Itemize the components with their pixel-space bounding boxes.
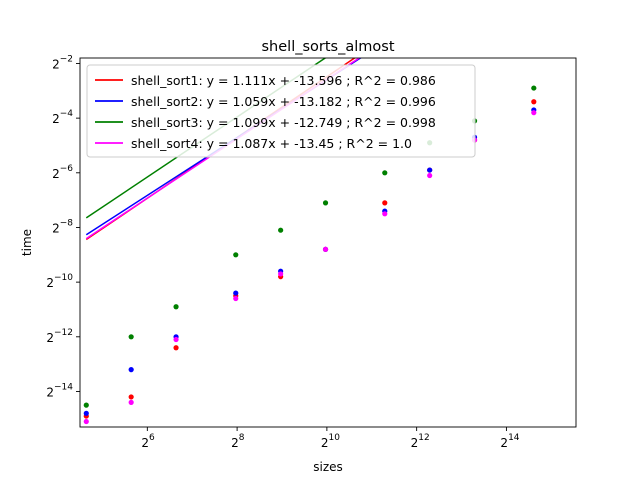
data-point-series-4 (382, 211, 388, 217)
data-point-series-2 (427, 167, 433, 173)
legend-label-series-1: shell_sort1: y = 1.111x + -13.596 ; R^2 … (131, 73, 436, 88)
plot-area (83, 58, 537, 425)
legend-label-series-4: shell_sort4: y = 1.087x + -13.45 ; R^2 =… (131, 136, 412, 151)
legend-box (86, 64, 476, 158)
axes-frame (79, 57, 577, 428)
y-tick-label: 2−2 (52, 54, 73, 71)
y-tick-label: 2−10 (46, 273, 73, 290)
data-point-series-4 (83, 418, 89, 425)
data-point-series-2 (128, 367, 134, 373)
x-axis-label: sizes (313, 460, 343, 474)
data-point-series-4 (233, 295, 239, 302)
data-point-series-3 (322, 200, 329, 206)
chart-title: shell_sorts_almost (262, 39, 395, 55)
data-point-series-3 (173, 304, 179, 310)
data-point-series-4 (128, 399, 134, 405)
data-point-series-1 (128, 394, 134, 400)
legend: shell_sort1: y = 1.111x + -13.596 ; R^2 … (86, 64, 476, 158)
x-tick-label: 26 (141, 433, 155, 450)
data-point-series-3 (233, 252, 239, 258)
data-point-series-3 (278, 227, 284, 233)
data-point-series-1 (173, 345, 179, 351)
data-point-series-3 (83, 402, 89, 408)
x-tick-label: 214 (500, 433, 519, 450)
axes: 26 28 210 212 214 2−14 2−12 2−10 2−8 2−6 2−4 2−2 (46, 54, 577, 450)
y-axis-label: time (20, 229, 34, 256)
data-point-series-4 (322, 246, 329, 252)
legend-label-series-2: shell_sort2: y = 1.059x + -13.182 ; R^2 … (131, 94, 436, 109)
data-point-series-1 (531, 99, 537, 105)
data-point-series-2 (233, 290, 239, 296)
data-point-series-4 (531, 110, 537, 116)
x-tick-label: 28 (231, 433, 245, 450)
y-tick-label: 2−4 (52, 109, 73, 126)
y-tick-label: 2−14 (46, 382, 73, 399)
data-point-series-1 (382, 200, 388, 206)
data-point-series-2 (83, 410, 89, 416)
y-tick-label: 2−6 (52, 164, 73, 181)
data-point-series-4 (173, 336, 179, 343)
data-point-series-3 (531, 85, 537, 91)
legend-label-series-3: shell_sort3: y = 1.099x + -12.749 ; R^2 … (131, 115, 436, 130)
y-tick-label: 2−8 (52, 218, 73, 235)
data-point-series-3 (382, 170, 388, 176)
x-tick-label: 212 (411, 433, 430, 450)
y-tick-label: 2−12 (46, 328, 73, 345)
x-tick-label: 210 (321, 433, 340, 450)
data-point-series-4 (278, 271, 284, 277)
data-point-series-4 (427, 172, 433, 179)
data-point-series-3 (128, 334, 134, 340)
